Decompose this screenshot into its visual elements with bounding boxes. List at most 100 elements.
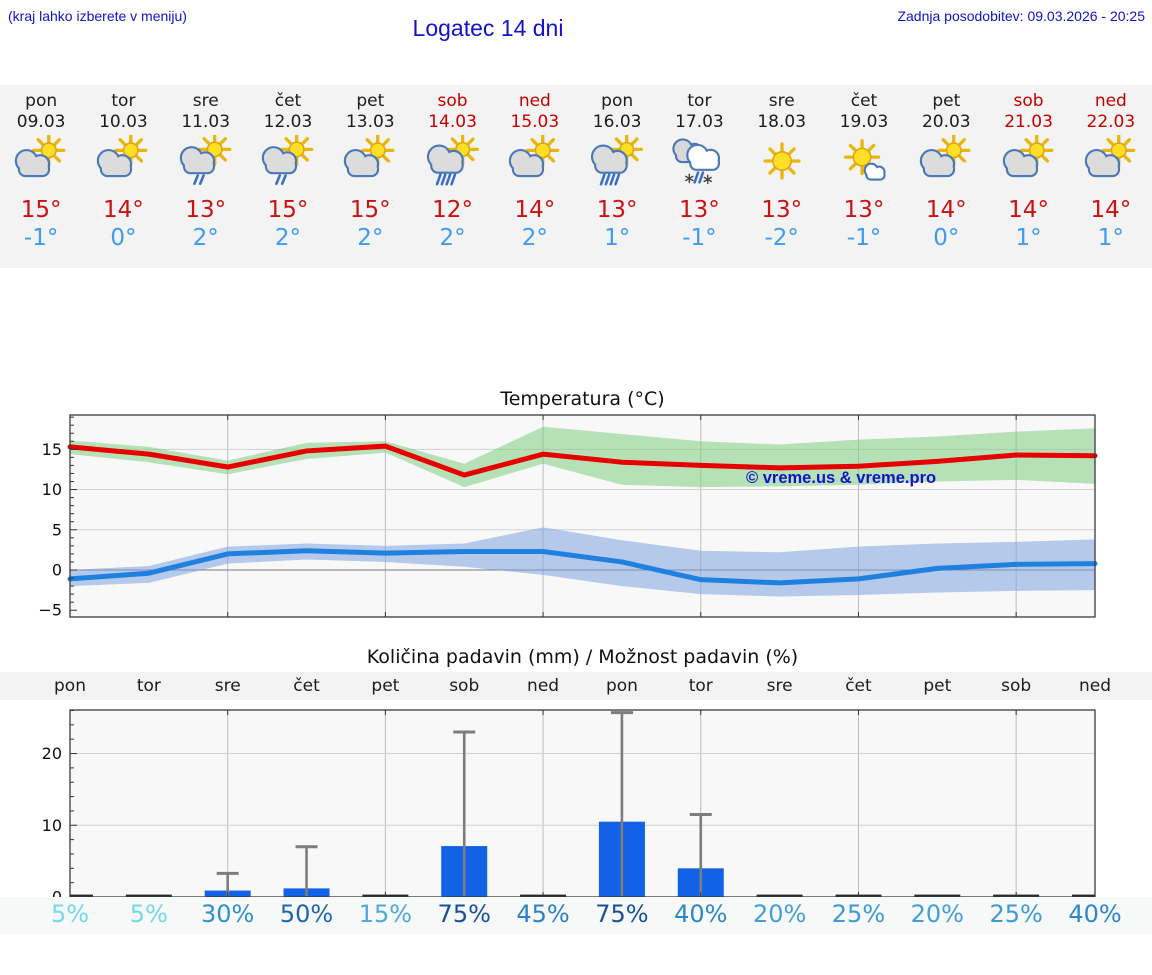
precip-ytick-label: 20 [42, 744, 62, 763]
watermark-link[interactable]: © vreme.us & vreme.pro [746, 469, 936, 487]
precipitation-chart: 0 10 20 [42, 709, 1096, 901]
precip-day-label: sob [1001, 676, 1032, 696]
temp-max-line [67, 443, 1098, 478]
precip-day-labels-row: pon tor sre čet pet sob ned pon tor sre čet pet sob n… [0, 672, 1152, 700]
temp-max: 15° [20, 197, 62, 223]
temp-min: -2° [764, 225, 799, 251]
day-column: sob 21.03 14° 1° [987, 85, 1069, 268]
header-hint: (kraj lahko izberete v meniju) [8, 8, 187, 24]
day-column: tor 17.03 13° -1° [658, 85, 740, 268]
day-name: ned [518, 91, 551, 111]
precip-day-label: pon [605, 676, 638, 696]
precip-day-label: ned [527, 676, 560, 696]
sun-icon [751, 135, 813, 187]
pop-label: 45% [516, 900, 570, 928]
day-date: 11.03 [181, 112, 231, 132]
day-date: 13.03 [345, 112, 395, 132]
pop-label: 20% [910, 900, 964, 928]
temp-max: 14° [103, 197, 144, 223]
pop-label: 5% [50, 900, 90, 928]
temp-max: 12° [432, 197, 473, 223]
forecast-strip: pon 09.03 15° -1° tor 10.03 14° 0° sre 11.03 13° 2°… [0, 85, 1152, 268]
day-date: 12.03 [263, 112, 313, 132]
day-date: 22.03 [1086, 112, 1136, 132]
temp-max: 13° [761, 197, 803, 223]
sun-cloud-rain-icon [422, 135, 484, 187]
day-column: sre 11.03 13° 2° [165, 85, 247, 268]
day-date: 16.03 [592, 112, 642, 132]
clouds-sleet-icon [668, 135, 730, 187]
precip-day-label: sre [214, 676, 241, 696]
temp-min: 1° [1015, 225, 1042, 251]
temp-max: 13° [185, 197, 227, 223]
temp-min: 0° [110, 225, 137, 251]
precip-day-label: tor [136, 676, 161, 696]
pop-label: 25% [989, 900, 1043, 928]
sun-behind-cloud-icon [998, 135, 1060, 187]
temp-max: 14° [1008, 197, 1049, 223]
sun-behind-cloud-icon [915, 135, 977, 187]
precip-day-label: sob [449, 676, 480, 696]
temp-min: 1° [604, 225, 631, 251]
precip-day-label: pet [923, 676, 952, 696]
temp-max: 15° [349, 197, 391, 223]
sun-behind-cloud-icon [10, 135, 72, 187]
precip-bar-trace [125, 894, 172, 897]
precip-ytick-label: 10 [42, 816, 62, 835]
temperature-chart: −5 0 5 10 15 © vreme.us & vreme.pro [38, 414, 1098, 620]
day-date: 17.03 [675, 112, 724, 132]
precip-day-label: pon [54, 676, 86, 696]
pop-label: 5% [129, 900, 168, 928]
precip-day-label: čet [293, 676, 320, 696]
sun-behind-cloud-icon [504, 135, 566, 187]
day-date: 19.03 [839, 112, 889, 132]
precip-ytick-label: 0 [52, 888, 62, 901]
precip-day-label: tor [688, 676, 713, 696]
day-column: pon 16.03 13° 1° [576, 85, 658, 268]
temp-min: -1° [23, 225, 59, 251]
pop-label: 30% [201, 900, 255, 928]
sun-small-cloud-icon [833, 135, 895, 187]
temp-ytick-label: 0 [52, 561, 62, 580]
temp-min: -1° [682, 225, 717, 251]
temp-max: 14° [514, 197, 556, 223]
day-column: tor 10.03 14° 0° [82, 85, 164, 268]
pop-label: 40% [1068, 900, 1122, 928]
day-column: pet 13.03 15° 2° [329, 85, 411, 268]
temp-min: 2° [192, 225, 219, 251]
day-name: ned [1094, 91, 1127, 111]
chart-title-temperature: Temperatura (°C) [500, 388, 665, 410]
day-column: čet 19.03 13° -1° [823, 85, 905, 268]
sun-cloud-light-rain-icon [175, 135, 237, 187]
temp-min-line [67, 548, 1098, 586]
page-title: Logatec 14 dni [412, 15, 564, 41]
pop-label: 75% [437, 900, 491, 928]
temp-max: 13° [679, 197, 720, 223]
day-date: 18.03 [757, 112, 807, 132]
temp-min: 2° [274, 225, 302, 251]
temp-max: 13° [843, 197, 885, 223]
temp-min: 2° [521, 225, 548, 251]
day-name: pet [356, 91, 385, 111]
temp-max: 15° [267, 197, 309, 223]
precip-day-label: čet [845, 676, 872, 696]
temp-max: 14° [1090, 197, 1132, 223]
day-name: čet [274, 91, 302, 111]
temp-ytick-label: 10 [42, 480, 62, 499]
sun-behind-cloud-icon [1080, 135, 1142, 187]
day-column: sob 14.03 12° 2° [411, 85, 493, 268]
day-date: 15.03 [510, 112, 560, 132]
day-name: tor [111, 91, 136, 111]
day-column: čet 12.03 15° 2° [247, 85, 329, 268]
temp-min: -1° [846, 225, 882, 251]
day-date: 21.03 [1004, 112, 1053, 132]
day-date: 10.03 [99, 112, 148, 132]
sun-cloud-light-rain-icon [257, 135, 319, 187]
day-name: tor [687, 91, 712, 111]
temp-min: 2° [439, 225, 466, 251]
temp-max: 14° [925, 197, 967, 223]
day-date: 14.03 [428, 112, 477, 132]
temp-ytick-label: 5 [52, 520, 62, 539]
pop-label: 75% [595, 900, 649, 928]
pop-label: 40% [674, 900, 728, 928]
